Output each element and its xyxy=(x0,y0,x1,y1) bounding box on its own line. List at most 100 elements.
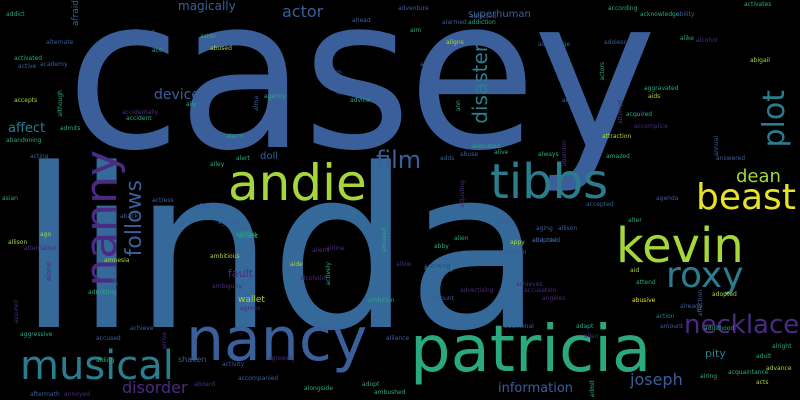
word-abduction: abduction xyxy=(196,203,226,210)
word-alternative: alternative xyxy=(24,245,57,252)
word-airport: airport xyxy=(420,61,441,68)
word-plot: plot xyxy=(757,90,792,148)
word-aback: aback xyxy=(120,213,138,220)
word-doll: doll xyxy=(260,151,279,162)
word-alcohol: alcohol xyxy=(696,37,718,44)
word-aggravated: aggravated xyxy=(644,85,679,92)
word-addict: addict xyxy=(6,11,25,18)
word-nancy: nancy xyxy=(186,305,368,375)
word-casey: casey xyxy=(66,0,657,197)
word-alliance: alliance xyxy=(386,335,410,342)
word-alison: allison xyxy=(558,225,578,232)
word-according: according xyxy=(608,5,638,12)
word-adapt: adapt xyxy=(576,323,594,330)
word-adult: adult xyxy=(756,353,772,360)
word-abuse: abuse xyxy=(460,151,479,158)
word-dean: dean xyxy=(736,166,781,187)
word-magically: magically xyxy=(178,0,236,13)
word-accomplice: accomplice xyxy=(634,123,668,130)
word-aiding: aiding xyxy=(96,357,115,364)
word-beast: beast xyxy=(696,177,796,218)
word-admitting: admitting xyxy=(88,289,117,296)
word-alone: alone xyxy=(45,262,53,282)
word-additional: additional xyxy=(504,323,534,330)
word-alma: alma xyxy=(253,96,260,111)
word-aids: aids xyxy=(648,93,661,100)
word-abigail: abigail xyxy=(750,57,770,64)
word-adoption: adoption xyxy=(500,249,527,256)
word-information: information xyxy=(498,381,574,396)
word-accepting: accepting xyxy=(424,265,454,272)
word-activates: activates xyxy=(744,1,772,8)
word-ambitious: ambitious xyxy=(210,253,240,260)
word-alienated: alienated xyxy=(472,143,501,150)
word-assured: assured xyxy=(13,300,20,324)
word-fault: fault xyxy=(228,267,253,280)
word-adjusting: adjusting xyxy=(459,180,466,208)
word-actors: actors xyxy=(599,62,606,81)
word-allowing: allowing xyxy=(335,70,342,95)
word-aim: aim xyxy=(410,27,422,34)
word-accepted: accepted xyxy=(586,201,614,208)
word-ambition: ambition xyxy=(368,297,395,304)
word-abandoning: abandoning xyxy=(6,137,42,144)
word-device: device xyxy=(154,87,200,103)
word-adolescent: adolescent xyxy=(604,39,637,46)
word-acquired: acquired xyxy=(626,111,653,118)
word-attend: attend xyxy=(636,279,656,286)
word-adapted: adapted xyxy=(532,237,557,244)
word-arrive: arrive xyxy=(161,332,168,350)
word-ambiguity: ambiguity xyxy=(212,283,243,290)
word-andie: andie xyxy=(228,154,367,212)
word-attraction: attraction xyxy=(602,133,632,140)
word-abandon: abandon xyxy=(561,140,568,167)
word-advantage: advantage xyxy=(538,41,571,48)
word-affect: affect xyxy=(8,121,46,136)
word-ambushed: ambushed xyxy=(374,389,406,396)
word-accent: accent xyxy=(238,233,259,240)
word-aftermath: aftermath xyxy=(30,391,60,398)
word-amnesia: amnesia xyxy=(104,257,130,264)
word-affection: affection xyxy=(697,290,704,317)
word-agency: agency xyxy=(264,93,286,100)
word-accident: accident xyxy=(126,115,152,122)
word-kevin: kevin xyxy=(616,218,744,274)
word-activated: activated xyxy=(14,55,43,62)
word-amount: amount xyxy=(660,323,684,330)
word-addiction: addiction xyxy=(468,19,496,26)
word-aide: aide xyxy=(290,261,303,268)
word-accompanied: accompanied xyxy=(238,375,279,382)
word-alley: alley xyxy=(210,161,225,168)
word-allen: allen xyxy=(584,333,599,340)
word-ann: ann xyxy=(455,100,462,112)
word-patricia: patricia xyxy=(410,313,652,387)
word-aid: aid xyxy=(630,267,640,274)
word-airing: airing xyxy=(700,373,718,380)
word-angeles: angeles xyxy=(542,295,566,302)
word-account: account xyxy=(430,295,454,302)
word-advice: advice xyxy=(350,97,370,104)
word-alice: alike xyxy=(680,35,694,42)
word-aside: aside xyxy=(200,33,216,40)
word-aired: aired xyxy=(496,219,512,226)
word-linda: linda xyxy=(18,122,543,380)
word-aggressive: aggressive xyxy=(20,331,53,338)
word-alternate: alternate xyxy=(46,39,74,46)
word-pity: pity xyxy=(705,347,726,360)
word-alcoholic: alcoholic xyxy=(300,275,327,282)
word-accusing: accusing xyxy=(424,263,451,270)
word-abusive: abusive xyxy=(632,297,656,304)
word-tibbs: tibbs xyxy=(490,154,609,210)
word-achieves: achieves xyxy=(516,281,543,288)
word-accidentally: accidentally xyxy=(122,109,159,116)
word-ahead: ahead xyxy=(352,17,371,24)
word-ability: ability xyxy=(676,11,695,18)
word-acknowledge: acknowledge xyxy=(640,11,680,18)
word-disaster: disaster xyxy=(468,44,492,124)
word-joseph: joseph xyxy=(630,370,683,389)
word-actively: actively xyxy=(325,262,332,286)
word-adventure: adventure xyxy=(398,5,429,12)
word-alongside: alongside xyxy=(304,385,333,392)
word-adopted: adopted xyxy=(712,291,737,298)
